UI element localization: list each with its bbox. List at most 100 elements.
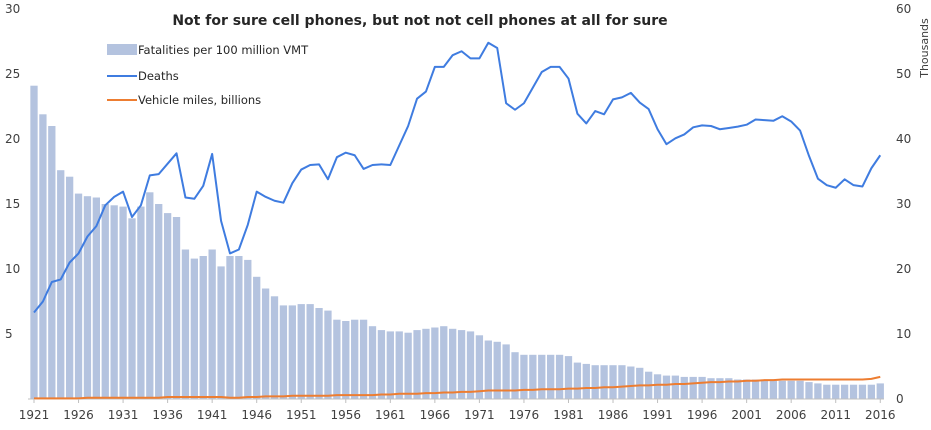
bar bbox=[39, 114, 47, 400]
legend-label: Deaths bbox=[138, 69, 179, 83]
x-tick-label: 1941 bbox=[197, 408, 228, 422]
bar bbox=[734, 379, 742, 399]
bar bbox=[716, 378, 724, 399]
bar bbox=[823, 384, 831, 399]
bar bbox=[698, 376, 706, 399]
x-tick-label: 1921 bbox=[19, 408, 50, 422]
y-left-tick-label: 20 bbox=[5, 132, 20, 146]
bar bbox=[172, 217, 181, 399]
bar bbox=[359, 319, 368, 399]
y-left-tick-label: 25 bbox=[5, 67, 20, 81]
bar bbox=[413, 330, 421, 399]
bar bbox=[431, 327, 439, 399]
bar bbox=[333, 319, 341, 399]
bar bbox=[742, 379, 751, 399]
x-tick-label: 1946 bbox=[241, 408, 272, 422]
bar bbox=[662, 375, 671, 399]
y-left-tick-label: 30 bbox=[5, 2, 20, 16]
bar bbox=[440, 326, 448, 399]
bar bbox=[181, 249, 190, 399]
bar bbox=[279, 305, 288, 399]
right-axis-ticks: 0 10 20 30 40 50 60 bbox=[896, 2, 911, 406]
series-line bbox=[34, 375, 881, 400]
bar bbox=[760, 379, 769, 399]
bar bbox=[110, 205, 118, 399]
bar bbox=[368, 326, 377, 399]
bar bbox=[805, 382, 813, 399]
bar bbox=[74, 193, 83, 399]
bar bbox=[457, 330, 466, 399]
bar bbox=[235, 256, 243, 399]
bar bbox=[653, 374, 662, 399]
bar bbox=[57, 170, 65, 399]
y-right-tick-label: 40 bbox=[896, 132, 911, 146]
bar bbox=[671, 375, 680, 399]
bar bbox=[876, 383, 884, 399]
bar bbox=[244, 259, 252, 399]
bar bbox=[475, 335, 484, 399]
bar bbox=[261, 288, 270, 399]
bar bbox=[858, 384, 867, 399]
bar bbox=[288, 305, 296, 399]
x-tick-label: 1991 bbox=[642, 408, 673, 422]
bar bbox=[48, 126, 56, 399]
x-tick-label: 2001 bbox=[731, 408, 762, 422]
bar bbox=[119, 206, 127, 399]
y-right-tick-label: 60 bbox=[896, 2, 911, 16]
x-tick-label: 1936 bbox=[152, 408, 183, 422]
x-tick-label: 2016 bbox=[865, 408, 896, 422]
y-right-tick-label: 20 bbox=[896, 262, 911, 276]
y-right-tick-label: 0 bbox=[896, 392, 904, 406]
bar bbox=[351, 319, 359, 399]
bar bbox=[867, 384, 875, 399]
x-tick-label: 1981 bbox=[553, 408, 584, 422]
y-right-tick-label: 50 bbox=[896, 67, 911, 81]
bar bbox=[529, 354, 537, 399]
bar bbox=[555, 354, 564, 399]
x-tick-label: 1961 bbox=[375, 408, 406, 422]
bar bbox=[199, 256, 207, 399]
bar bbox=[573, 362, 582, 399]
bar bbox=[832, 384, 840, 399]
bar bbox=[155, 204, 163, 399]
bar bbox=[680, 376, 688, 399]
x-tick-label: 1951 bbox=[286, 408, 317, 422]
bar bbox=[600, 365, 608, 399]
bar bbox=[814, 383, 822, 399]
bar-series bbox=[30, 85, 884, 400]
legend-label: Fatalities per 100 million VMT bbox=[138, 43, 309, 57]
bar bbox=[92, 197, 100, 399]
bar bbox=[163, 213, 172, 399]
y-left-tick-label: 10 bbox=[5, 262, 20, 276]
x-tick-label: 1971 bbox=[464, 408, 495, 422]
bar bbox=[217, 266, 225, 399]
bar bbox=[395, 331, 403, 399]
left-axis-ticks: 5 10 15 20 25 30 bbox=[5, 2, 20, 341]
bar bbox=[208, 249, 216, 399]
bar bbox=[787, 380, 795, 399]
y-right-tick-label: 30 bbox=[896, 197, 911, 211]
y-left-tick-label: 5 bbox=[5, 327, 13, 341]
bar bbox=[270, 296, 279, 399]
x-tick-label: 1966 bbox=[420, 408, 451, 422]
x-tick-label: 1926 bbox=[63, 408, 94, 422]
bar bbox=[306, 304, 314, 399]
chart-title: Not for sure cell phones, but not not ce… bbox=[172, 13, 667, 29]
x-tick-label: 1986 bbox=[598, 408, 629, 422]
bar bbox=[101, 204, 109, 399]
bar bbox=[751, 379, 760, 399]
bar bbox=[778, 380, 786, 399]
bar bbox=[226, 256, 234, 399]
x-tick-label: 1996 bbox=[687, 408, 718, 422]
y-left-tick-label: 15 bbox=[5, 197, 20, 211]
y-right-tick-label: 10 bbox=[896, 327, 911, 341]
bar bbox=[253, 276, 261, 399]
bar bbox=[449, 328, 457, 399]
legend-label: Vehicle miles, billions bbox=[138, 93, 261, 107]
bar bbox=[404, 332, 412, 399]
bar bbox=[466, 331, 475, 399]
bar bbox=[377, 330, 386, 399]
bar bbox=[520, 354, 528, 399]
bar bbox=[609, 365, 617, 399]
